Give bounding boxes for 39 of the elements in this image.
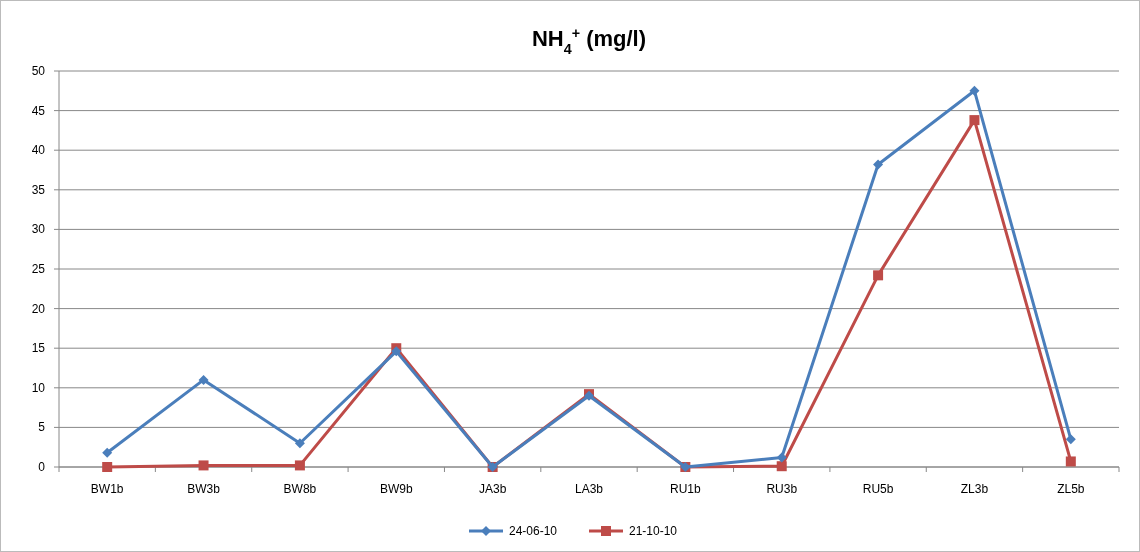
- point: [969, 115, 980, 126]
- x-tick-label: ZL3b: [960, 482, 989, 496]
- y-tick-label: 0: [38, 460, 46, 474]
- point: [776, 452, 787, 463]
- x-tick-label: RU1b: [670, 482, 702, 496]
- point: [1065, 434, 1076, 445]
- point: [102, 462, 113, 472]
- point: [776, 461, 787, 472]
- x-tick-label: RU3b: [766, 482, 798, 496]
- point: [873, 270, 884, 281]
- point: [969, 85, 980, 96]
- point: [1065, 456, 1076, 467]
- x-tick-label: BW9b: [379, 482, 413, 496]
- point: [102, 447, 113, 458]
- y-tick-label: 10: [31, 380, 46, 395]
- x-tick-label: BW8b: [283, 482, 317, 496]
- x-tick-label: BW3b: [187, 482, 221, 496]
- y-tick-label: 30: [31, 222, 46, 237]
- y-tick-label: 35: [31, 182, 46, 197]
- legend-label: 24-06-10: [509, 524, 558, 538]
- x-tick-label: JA3b: [478, 482, 507, 496]
- point: [294, 438, 305, 449]
- legend-label: 21-10-10: [629, 524, 678, 538]
- y-tick-label: 40: [31, 143, 46, 158]
- y-tick-label: 15: [31, 341, 46, 356]
- y-tick-label: 50: [31, 64, 46, 78]
- point: [198, 374, 209, 385]
- x-tick-label: BW1b: [90, 482, 124, 496]
- x-tick-label: RU5b: [862, 482, 894, 496]
- point: [294, 460, 305, 471]
- point: [873, 159, 884, 170]
- chart-title: NH$_{4}$$^{+}$ (mg/l): [531, 25, 647, 57]
- y-tick-label: 20: [31, 301, 46, 316]
- point: [198, 460, 209, 471]
- x-tick-label: LA3b: [574, 482, 604, 496]
- y-tick-label: 5: [38, 420, 46, 435]
- y-tick-label: 45: [31, 103, 46, 118]
- y-tick-label: 25: [31, 262, 46, 276]
- x-tick-label: ZL5b: [1057, 482, 1085, 496]
